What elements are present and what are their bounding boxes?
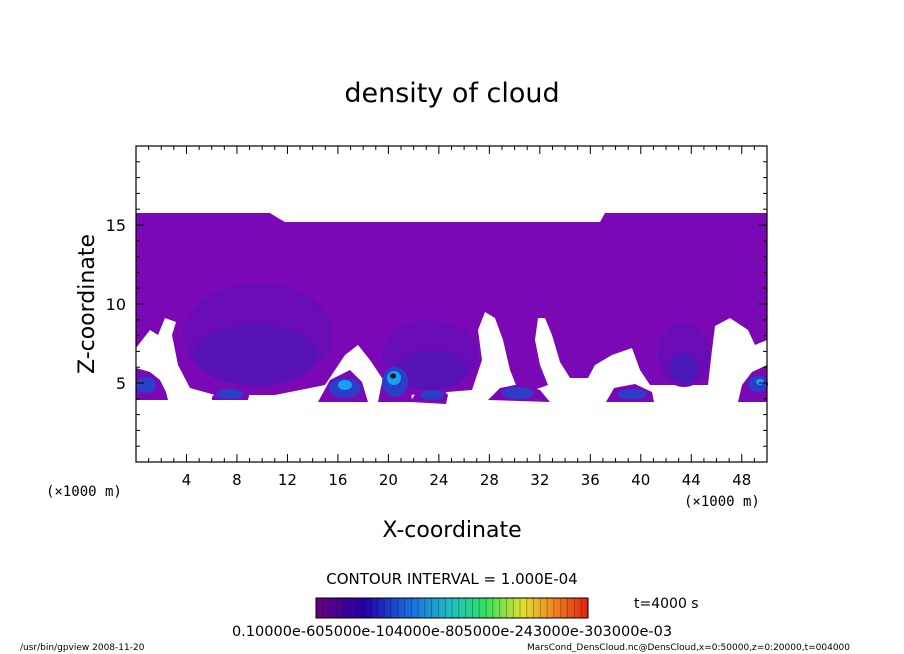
hotspot-30 <box>502 387 534 399</box>
y-axis-label: Z-coordinate <box>75 234 100 374</box>
colorbar-ticks <box>322 598 582 618</box>
hotspot-23 <box>420 390 444 400</box>
x-tick-label: 12 <box>278 471 297 489</box>
plot-area <box>135 145 768 463</box>
y-tick-label: 15 <box>106 216 126 235</box>
x-tick-label: 40 <box>631 471 650 489</box>
x-tick-label: 36 <box>581 471 600 489</box>
hotspot-40 <box>617 389 647 399</box>
y-tick-label: 5 <box>116 374 126 393</box>
hotspot-16b <box>338 380 352 390</box>
y-tick-labels: 5 10 15 <box>106 216 126 393</box>
y-tick-label: 10 <box>106 295 126 314</box>
density-core-2 <box>193 325 317 385</box>
chart-title: density of cloud <box>344 78 559 109</box>
density-core-6 <box>670 353 698 383</box>
time-label: t=4000 s <box>634 596 699 612</box>
hotspot-20c <box>390 373 396 379</box>
x-tick-label: 8 <box>232 471 242 489</box>
contour-interval: CONTOUR INTERVAL = 1.000E-04 <box>326 570 577 588</box>
x-tick-label: 48 <box>732 471 751 489</box>
axis-ticks <box>136 146 767 462</box>
x-tick-label: 4 <box>182 471 192 489</box>
x-tick-label: 20 <box>379 471 398 489</box>
hotspot-8 <box>216 389 244 399</box>
x-tick-label: 24 <box>429 471 448 489</box>
x-unit-left: (×1000 m) <box>46 484 122 500</box>
x-tick-label: 44 <box>682 471 701 489</box>
x-tick-label: 28 <box>480 471 499 489</box>
x-tick-label: 16 <box>328 471 347 489</box>
hotspot-right-b <box>756 379 764 385</box>
hotspot-left <box>136 377 156 393</box>
footer-right: MarsCond_DensCloud.nc@DensCloud,x=0:5000… <box>527 643 850 653</box>
colorbar-labels: 0.10000e-605000e-104000e-805000e-243000e… <box>232 624 672 640</box>
x-tick-label: 32 <box>530 471 549 489</box>
x-unit-right: (×1000 m) <box>684 494 760 510</box>
density-core-4 <box>397 350 467 390</box>
x-axis-label: X-coordinate <box>382 518 521 543</box>
footer-left: /usr/bin/gpview 2008-11-20 <box>20 643 145 653</box>
colorbar <box>315 597 589 619</box>
x-tick-labels: 4 8 12 16 20 24 28 32 36 40 44 48 <box>182 471 752 489</box>
